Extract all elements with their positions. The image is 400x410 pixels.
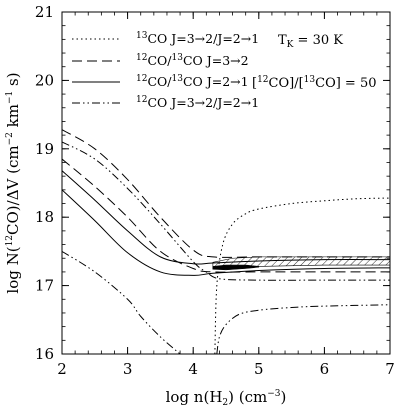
series-line-1-branch-0 [62, 129, 390, 258]
annotation-temperature: TK = 30 K [278, 33, 343, 50]
series-line-1-branch-1 [62, 158, 390, 273]
y-tick-label: 20 [35, 71, 54, 89]
y-axis-label: log N(12CO)/ΔV (cm−2 km−1 s) [4, 72, 22, 293]
x-axis-label: log n(H2) (cm−3) [166, 388, 287, 408]
x-tick-label: 6 [320, 360, 330, 378]
series-line-3-branch-0 [62, 141, 390, 281]
legend-label-12co-ratio: 12CO J=3→2/J=2→1 [136, 95, 259, 110]
plot-frame [61, 11, 391, 355]
x-tick-label: 4 [188, 360, 198, 378]
y-tick-label: 18 [35, 208, 54, 226]
series-line-2-branch-0 [62, 170, 390, 265]
x-tick-label: 3 [123, 360, 133, 378]
y-tick-label: 19 [35, 140, 54, 158]
legend-label-13co-ratio: 13CO J=3→2/J=2→1 [136, 31, 259, 46]
legend-label-12co-13co-21: 12CO/13CO J=2→1 [136, 74, 249, 89]
series-line-3-branch-2 [216, 304, 390, 354]
y-tick-label: 21 [35, 3, 54, 21]
legend: 13CO J=3→2/J=2→1 12CO/13CO J=3→2 12CO/13… [72, 31, 259, 110]
x-tick-label: 7 [385, 360, 395, 378]
series-line-2-branch-1 [62, 189, 390, 276]
y-tick-label: 16 [35, 345, 54, 363]
y-tick-label: 17 [35, 277, 54, 295]
series-line-3-branch-1 [62, 250, 181, 354]
legend-label-12co-13co-32: 12CO/13CO J=3→2 [136, 53, 249, 68]
series-line-0-branch-0 [214, 197, 390, 354]
x-tick-label: 2 [57, 360, 67, 378]
x-tick-label: 5 [254, 360, 264, 378]
filled-solution-region [212, 264, 260, 271]
annotation-abundance-ratio: [12CO]/[13CO] = 50 [252, 75, 377, 91]
